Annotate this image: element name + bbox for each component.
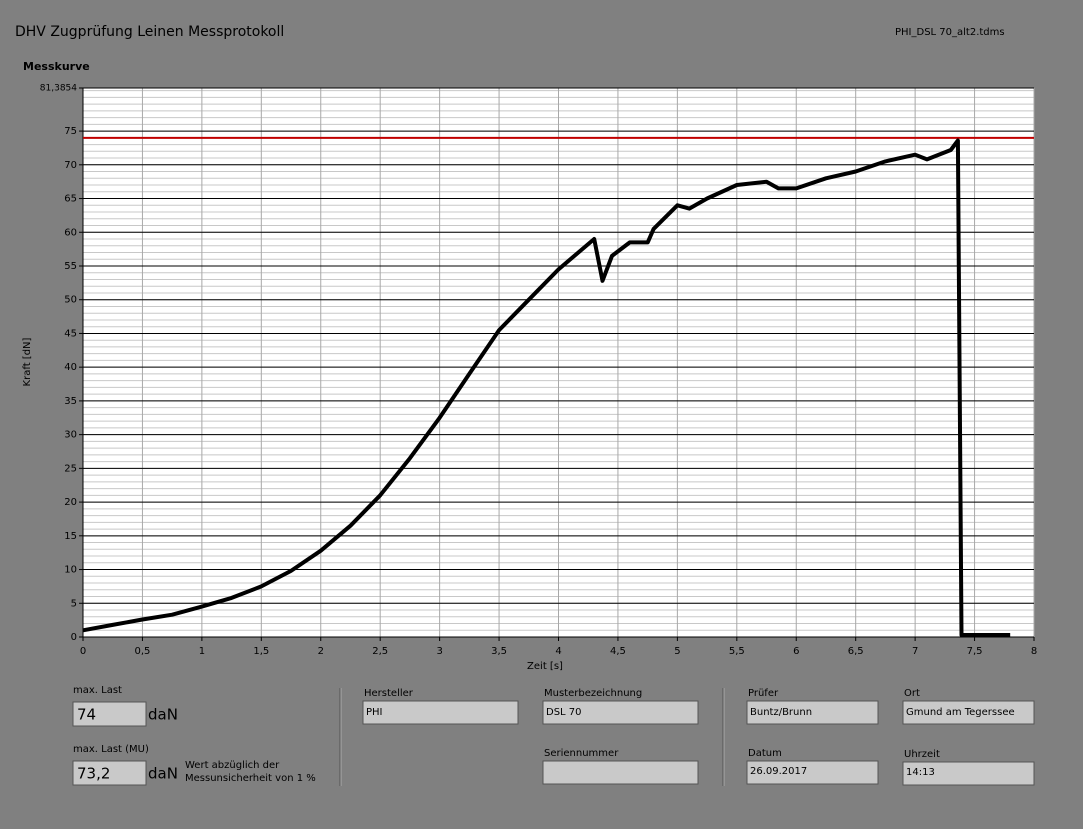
field-label: max. Last (MU) (73, 744, 149, 755)
unit: daN (148, 765, 178, 783)
x-tick-label: 4,5 (610, 646, 626, 657)
field-box[interactable] (746, 760, 879, 785)
y-tick-label: 45 (64, 328, 77, 339)
x-tick-label: 6 (793, 646, 799, 657)
field-box (72, 760, 147, 786)
field-box[interactable] (902, 700, 1035, 725)
y-tick-label: 40 (64, 362, 77, 373)
y-tick-label: 35 (64, 396, 77, 407)
field-box[interactable] (542, 700, 699, 725)
field-value: Gmund am Tegerssee (906, 707, 1015, 718)
x-tick-label: 8 (1031, 646, 1037, 657)
field-box[interactable] (542, 760, 699, 785)
y-tick-label: 25 (64, 463, 77, 474)
chart-title: Messkurve (23, 60, 90, 73)
field-label: Uhrzeit (904, 749, 940, 760)
y-axis-label: Kraft [dN] (22, 337, 33, 386)
x-tick-label: 7 (912, 646, 918, 657)
title: DHV Zugprüfung Leinen Messprotokoll (15, 24, 284, 40)
field-value: 14:13 (906, 767, 935, 778)
field-value: DSL 70 (546, 707, 582, 718)
y-tick-label: 60 (64, 227, 77, 238)
x-tick-label: 0 (80, 646, 86, 657)
field-label: Datum (748, 748, 782, 759)
x-axis-label: Zeit [s] (527, 661, 563, 672)
field-box[interactable] (746, 700, 879, 725)
x-tick-label: 2,5 (372, 646, 388, 657)
plot: 0 0,5 1 1,5 2 2,5 3 3,5 4 4,5 5 5,5 6 6,5 7 7,5 8 0 5 10 15 2… (40, 84, 1037, 658)
y-tick-label: 81,3854 (40, 84, 77, 94)
x-tick-label: 0,5 (134, 646, 150, 657)
field-box[interactable] (902, 761, 1035, 786)
y-tick-label: 50 (64, 295, 77, 306)
y-tick-label: 55 (64, 261, 77, 272)
y-tick-label: 0 (71, 632, 77, 643)
y-tick-label: 65 (64, 194, 77, 205)
x-tick-label: 1,5 (253, 646, 269, 657)
x-tick-label: 6,5 (848, 646, 864, 657)
field-value: Buntz/Brunn (750, 707, 812, 718)
x-tick-label: 5,5 (729, 646, 745, 657)
field-label: Musterbezeichnung (544, 688, 642, 699)
y-tick-label: 20 (64, 497, 77, 508)
x-tick-label: 7,5 (967, 646, 983, 657)
y-tick-label: 15 (64, 531, 77, 542)
y-tick-label: 5 (71, 598, 77, 609)
field-label: Prüfer (748, 688, 779, 699)
field-label: Seriennummer (544, 748, 619, 759)
unit: daN (148, 706, 178, 724)
x-tick-label: 1 (199, 646, 205, 657)
field-value: 26.09.2017 (750, 766, 807, 777)
data-line (82, 138, 1011, 637)
field-value: 74 (77, 706, 96, 724)
y-tick-label: 70 (64, 160, 77, 171)
y-tick-label: 30 (64, 430, 77, 441)
field-label: Hersteller (364, 688, 414, 699)
field-label: Ort (904, 688, 920, 699)
field-box (72, 701, 147, 727)
file-name: PHI_DSL 70_alt2.tdms (895, 27, 1005, 38)
x-tick-label: 2 (318, 646, 324, 657)
x-tick-label: 5 (674, 646, 680, 657)
note: Wert abzüglich der (185, 760, 280, 771)
y-tick-label: 75 (64, 126, 77, 137)
field-value: 73,2 (77, 765, 110, 783)
note: Messunsicherheit von 1 % (185, 773, 316, 784)
x-tick-label: 3,5 (491, 646, 507, 657)
x-tick-label: 4 (555, 646, 561, 657)
field-value: PHI (366, 707, 383, 718)
y-tick-label: 10 (64, 565, 77, 576)
field-box[interactable] (362, 700, 519, 725)
field-label: max. Last (73, 685, 122, 696)
x-tick-label: 3 (436, 646, 442, 657)
panel: max. Last 74 daN max. Last (MU) 73,2 daN… (72, 685, 1035, 786)
